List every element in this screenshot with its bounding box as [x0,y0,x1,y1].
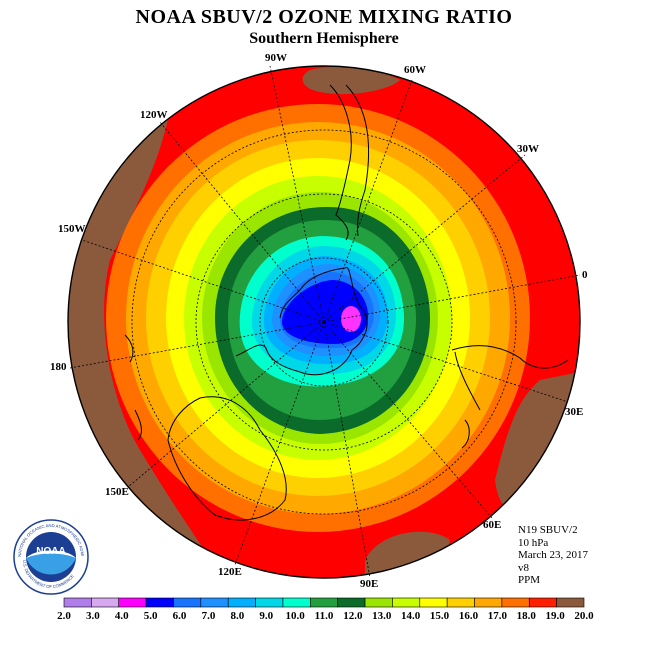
product-info: N19 SBUV/2 10 hPa March 23, 2017 v8 PPM [518,524,588,587]
colorbar-swatch [118,597,147,608]
colorbar-tick-label: 15.0 [430,610,450,622]
graticule [69,65,581,579]
colorbar-tick-label: 3.0 [86,610,100,622]
lon-label-90e: 90E [360,578,378,590]
lon-label-150w: 150W [58,223,86,235]
lon-label-0: 0 [582,269,588,281]
south-america-coast [329,84,369,241]
colorbar-swatch [419,597,448,608]
map-title: NOAA SBUV/2 OZONE MIXING RATIO [135,6,513,28]
level-label: 10 hPa [518,536,549,549]
colorbar-swatch [282,597,311,608]
lon-label-60w: 60W [404,64,426,76]
colorbar-tick-label: 7.0 [202,610,216,622]
date-label: March 23, 2017 [518,549,588,561]
lon-label-120e: 120E [218,566,242,578]
map-boundary [67,65,581,579]
colorbar-swatch [145,597,174,608]
lon-label-180: 180 [50,361,67,373]
colorbar-swatch [528,597,557,608]
colorbar-tick-label: 17.0 [488,610,508,622]
colorbar-tick-label: 20.0 [574,610,594,622]
colorbar-tick-label: 14.0 [401,610,421,622]
colorbar-tick-label: 9.0 [259,610,273,622]
lon-label-60e: 60E [483,519,501,531]
lon-label-30e: 30E [565,406,583,418]
lon-label-30w: 30W [517,143,539,155]
colorbar-tick-label: 18.0 [517,610,537,622]
lon-label-150e: 150E [105,486,129,498]
coastlines [124,84,569,521]
colorbar-tick-label: 4.0 [115,610,129,622]
units-label: PPM [518,574,541,586]
colorbar-tick-label: 5.0 [144,610,158,622]
colorbar-tick-label: 12.0 [343,610,363,622]
noaa-logo: NATIONAL OCEANIC AND ATMOSPHERIC ADMINIS… [12,518,89,595]
colorbar-tick-label: 8.0 [230,610,244,622]
ozone-contours [68,66,580,578]
colorbar-tick-label: 13.0 [372,610,392,622]
colorbar-tick-label: 6.0 [173,610,187,622]
colorbar-swatch [556,597,585,608]
colorbar-swatch [364,597,393,608]
new-zealand-coast [124,334,142,441]
high-region-north [302,66,400,95]
lon-label-90w: 90W [265,52,287,64]
africa-coast [451,345,569,411]
colorbar-labels: 2.0 3.0 4.0 5.0 6.0 7.0 8.0 9.0 10.0 11.0 12.0 13.0… [57,610,594,622]
australia-coast [167,396,287,521]
madagascar-coast [461,419,470,449]
map-subtitle: Southern Hemisphere [249,30,399,47]
colorbar-swatch [474,597,503,608]
colorbar-swatch [255,597,284,608]
colorbar-tick-label: 2.0 [57,610,71,622]
version-label: v8 [518,561,529,574]
lon-label-120w: 120W [140,109,168,121]
colorbar-swatch [310,597,338,608]
colorbar-swatch [337,597,366,608]
colorbar-swatch [91,597,120,608]
instrument-label: N19 SBUV/2 [518,524,578,536]
colorbar-tick-label: 16.0 [459,610,479,622]
colorbar-swatch [446,597,475,608]
colorbar-swatch [392,597,421,608]
longitude-labels: 90W 60W 30W 0 30E 60E 90E 120E 150E 180 … [50,52,588,590]
logo-text: NOAA [36,546,65,557]
antarctica-coast [235,267,368,376]
colorbar-swatch [173,597,202,608]
colorbar [63,597,585,608]
colorbar-swatch [63,597,92,608]
min-core [341,306,361,332]
colorbar-swatch [227,597,256,608]
colorbar-tick-label: 19.0 [545,610,565,622]
colorbar-swatch [200,597,229,608]
colorbar-tick-label: 10.0 [285,610,305,622]
colorbar-tick-label: 11.0 [315,610,334,622]
colorbar-swatch [501,597,530,608]
